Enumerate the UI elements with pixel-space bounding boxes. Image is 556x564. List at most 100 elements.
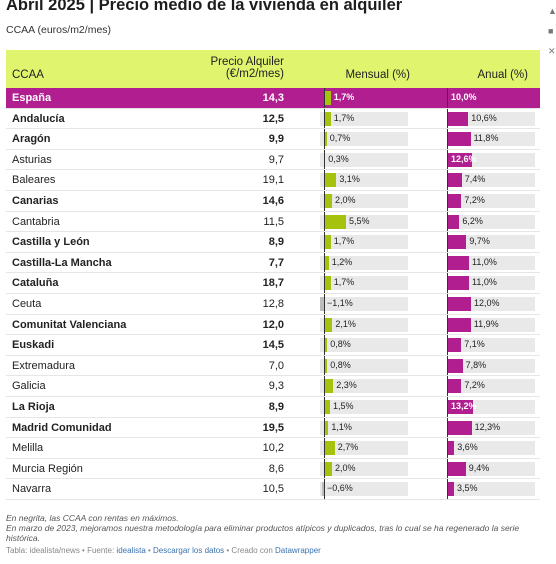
- row-precio: 9,3: [268, 380, 284, 393]
- row-name: Navarra: [12, 483, 52, 496]
- anual-bar: [447, 255, 469, 270]
- mensual-label: −0,6%: [327, 483, 353, 494]
- table-row[interactable]: La Rioja 8,9 1,5% 13,2%: [6, 396, 540, 418]
- table-row[interactable]: Andalucía 12,5 1,7% 10,6%: [6, 108, 540, 130]
- table-row[interactable]: España 14,3 1,7% 10,0%: [6, 88, 540, 109]
- x-icon[interactable]: ✕: [548, 46, 556, 56]
- mensual-bar: [324, 317, 333, 332]
- mensual-label: 0,8%: [330, 339, 351, 350]
- anual-bar: [447, 276, 469, 291]
- row-precio: 14,6: [262, 194, 284, 207]
- mensual-label: 2,0%: [335, 462, 356, 473]
- datawrapper-link[interactable]: Datawrapper: [275, 546, 321, 555]
- mensual-bar: [324, 255, 329, 270]
- mensual-track: [320, 173, 408, 188]
- mensual-axis: [324, 252, 325, 273]
- anual-axis: [447, 376, 448, 396]
- row-precio: 8,9: [268, 400, 284, 413]
- mensual-track: [320, 111, 408, 126]
- mensual-bar: [324, 338, 328, 353]
- anual-bar: [447, 173, 462, 188]
- source-link[interactable]: idealista: [116, 546, 146, 555]
- mensual-bar: [324, 276, 331, 291]
- table-row[interactable]: Comunitat Valenciana 12,0 2,1% 11,9%: [6, 314, 540, 336]
- table-row[interactable]: Castilla-La Mancha 7,7 1,2% 11,0%: [6, 252, 540, 274]
- anual-label: 11,9%: [473, 318, 499, 329]
- mensual-label: 0,8%: [330, 359, 351, 370]
- row-precio: 10,5: [262, 483, 284, 496]
- table-row[interactable]: Madrid Comunidad 19,5 1,1% 12,3%: [6, 417, 540, 439]
- mensual-axis: [324, 479, 325, 499]
- header-precio-line2: (€/m2/mes): [225, 68, 284, 80]
- table-row[interactable]: Baleares 19,1 3,1% 7,4%: [6, 170, 540, 191]
- anual-bar: [447, 338, 462, 353]
- mensual-label: 1,7%: [333, 112, 355, 123]
- footer-prefix: Tabla: idealista/news • Fuente:: [6, 546, 117, 555]
- mensual-track: [320, 482, 408, 497]
- table-row[interactable]: Melilla 10,2 2,7% 3,6%: [6, 438, 540, 459]
- table-row[interactable]: Galicia 9,3 2,3% 7,2%: [6, 376, 540, 397]
- anual-axis: [447, 335, 448, 355]
- anual-axis: [447, 458, 448, 479]
- row-precio: 18,7: [262, 277, 284, 290]
- row-precio: 14,5: [262, 339, 284, 352]
- anual-bar: [447, 441, 455, 456]
- anual-bar: [447, 399, 474, 414]
- mensual-bar: [324, 420, 329, 435]
- anual-track: [447, 235, 535, 250]
- table-row[interactable]: Extremadura 7,0 0,8% 7,8%: [6, 355, 540, 377]
- anual-bar: [447, 111, 469, 126]
- table-row[interactable]: Murcia Región 8,6 2,0% 9,4%: [6, 458, 540, 480]
- anual-axis: [447, 252, 448, 273]
- mensual-track: [320, 152, 408, 167]
- anual-label: 10,6%: [471, 112, 497, 123]
- table-row[interactable]: Cataluña 18,7 1,7% 11,0%: [6, 273, 540, 294]
- mensual-bar: [324, 91, 331, 105]
- row-name: Castilla-La Mancha: [12, 256, 112, 269]
- table-header: CCAA Precio Alquiler (€/m2/mes) Mensual …: [6, 50, 540, 88]
- mensual-axis: [324, 108, 325, 129]
- mensual-track: [320, 276, 408, 291]
- mensual-bar: [324, 461, 332, 476]
- mensual-track: [320, 296, 408, 311]
- anual-label: 12,3%: [474, 421, 501, 432]
- anual-bar: [447, 317, 471, 332]
- header-mensual[interactable]: Mensual (%): [345, 69, 410, 81]
- table-row[interactable]: Asturias 9,7 0,3% 12,6%: [6, 149, 540, 171]
- row-name: Cantabria: [12, 215, 60, 228]
- header-anual[interactable]: Anual (%): [477, 69, 529, 81]
- anual-label: 11,0%: [472, 277, 497, 288]
- table-row[interactable]: Euskadi 14,5 0,8% 7,1%: [6, 335, 540, 356]
- row-precio: 12,0: [262, 318, 284, 331]
- header-precio[interactable]: Precio Alquiler (€/m2/mes): [174, 56, 284, 80]
- anual-label: 7,4%: [464, 174, 486, 185]
- mensual-axis: [324, 396, 325, 417]
- mensual-axis: [324, 273, 325, 293]
- twitter-icon[interactable]: ▲: [548, 6, 556, 16]
- header-ccaa[interactable]: CCAA: [12, 69, 44, 81]
- mensual-bar: [324, 235, 331, 250]
- table-row[interactable]: Navarra 10,5 −0,6% 3,5%: [6, 479, 540, 500]
- anual-axis: [447, 190, 448, 211]
- anual-track: [447, 111, 535, 126]
- mensual-bar: [324, 358, 328, 373]
- table-row[interactable]: Aragón 9,9 0,7% 11,8%: [6, 129, 540, 150]
- mensual-track: [320, 255, 408, 270]
- mensual-axis: [324, 438, 325, 458]
- table-row[interactable]: Ceuta 12,8 −1,1% 12,0%: [6, 293, 540, 315]
- row-precio: 12,5: [262, 112, 284, 125]
- anual-bar: [447, 214, 460, 229]
- row-name: Asturias: [12, 153, 52, 166]
- footer: Tabla: idealista/news • Fuente: idealist…: [6, 546, 321, 555]
- anual-label: 13,2%: [451, 400, 477, 411]
- anual-track: [447, 482, 535, 497]
- mensual-track: [320, 379, 408, 394]
- mensual-bar: [324, 379, 334, 394]
- linkedin-icon[interactable]: ■: [548, 26, 554, 36]
- table-row[interactable]: Canarias 14,6 2,0% 7,2%: [6, 190, 540, 212]
- table-row[interactable]: Cantabria 11,5 5,5% 6,2%: [6, 211, 540, 233]
- download-data-link[interactable]: Descargar los datos: [153, 546, 225, 555]
- row-name: La Rioja: [12, 400, 55, 413]
- anual-label: 3,6%: [457, 442, 478, 453]
- table-row[interactable]: Castilla y León 8,9 1,7% 9,7%: [6, 232, 540, 253]
